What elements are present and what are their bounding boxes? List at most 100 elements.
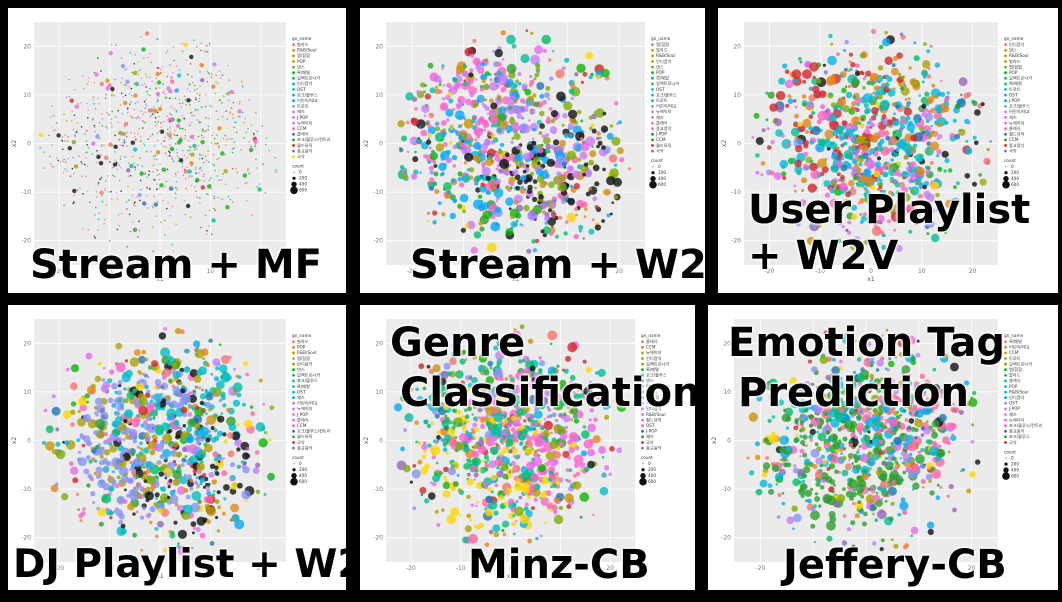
data-point [243, 136, 245, 139]
data-point [221, 393, 225, 398]
data-point [168, 112, 171, 115]
data-point [852, 107, 857, 112]
data-point [907, 97, 911, 101]
data-point [225, 205, 230, 210]
data-point [77, 396, 88, 407]
data-point [836, 172, 841, 177]
data-point [216, 134, 218, 137]
data-point [898, 127, 903, 132]
data-point [59, 161, 61, 163]
data-point [193, 340, 201, 348]
data-point [515, 212, 522, 219]
data-point [125, 84, 127, 87]
data-point [543, 418, 546, 421]
data-point [849, 137, 853, 141]
data-point [160, 126, 162, 129]
data-point [212, 62, 217, 67]
legend-item: 재즈 [1009, 114, 1017, 121]
data-point [101, 493, 112, 504]
data-point [92, 501, 96, 504]
legend-swatch [292, 43, 295, 47]
data-point [523, 406, 530, 413]
data-point [195, 148, 198, 150]
data-point [530, 123, 539, 132]
legend-size-marker [650, 176, 656, 182]
data-point [410, 117, 419, 126]
data-point [152, 250, 154, 252]
data-point [73, 173, 75, 175]
data-point [523, 419, 527, 423]
data-point [167, 128, 169, 131]
data-point [86, 151, 88, 153]
data-point [484, 542, 490, 548]
data-point [412, 464, 417, 468]
data-point [141, 120, 144, 122]
data-point [194, 146, 196, 148]
data-point [74, 104, 80, 109]
data-point [478, 354, 488, 363]
scatter-plot-dj-playlist-w2v: -20 -10 0 10 2020100-10-20x1x2gn_name발라드POPR… [11, 319, 331, 580]
data-point [129, 174, 132, 177]
data-point [455, 402, 459, 406]
data-point [511, 469, 516, 474]
data-point [145, 416, 152, 422]
data-point [426, 139, 432, 145]
data-point [123, 140, 126, 142]
data-point [403, 173, 409, 179]
data-point [197, 135, 200, 138]
data-point [94, 237, 96, 239]
legend-item: CCM [297, 126, 307, 131]
data-point [972, 100, 978, 107]
data-point [244, 419, 253, 429]
data-point [105, 416, 108, 420]
data-point [223, 439, 228, 444]
legend-swatch [292, 121, 295, 125]
data-point [144, 373, 148, 377]
data-point [769, 103, 778, 112]
data-point [201, 106, 203, 108]
data-point [435, 393, 440, 398]
data-point [197, 469, 202, 475]
data-point [456, 388, 465, 397]
data-point [167, 355, 173, 361]
legend-size-label: 400 [1011, 176, 1019, 181]
data-point [539, 181, 547, 189]
data-point [580, 137, 584, 141]
data-point [550, 202, 556, 208]
data-point [513, 133, 521, 140]
data-point [170, 79, 175, 84]
data-point [218, 145, 220, 147]
data-point [112, 174, 114, 177]
data-point [505, 228, 514, 236]
data-point [126, 135, 128, 138]
data-point [250, 411, 255, 416]
data-point [944, 231, 948, 235]
legend-item: 재즈 [297, 394, 305, 401]
data-point [512, 169, 519, 176]
data-point [468, 86, 478, 95]
data-point [490, 102, 498, 110]
data-point [423, 449, 427, 454]
data-point [156, 132, 159, 134]
data-point [505, 197, 514, 206]
data-point [524, 373, 531, 380]
data-point [944, 158, 950, 164]
data-point [144, 31, 150, 36]
data-point [502, 532, 507, 537]
data-point [174, 97, 177, 100]
data-point [231, 514, 240, 522]
data-point [135, 510, 139, 514]
data-point [527, 538, 533, 544]
data-point [544, 92, 550, 98]
data-point [437, 439, 440, 443]
data-point [841, 224, 845, 229]
data-point [848, 60, 852, 63]
data-point [862, 152, 869, 160]
data-point [221, 115, 224, 118]
data-point [195, 526, 201, 533]
data-point [139, 199, 141, 202]
data-point [891, 207, 895, 211]
legend-item: 뉴에이지 [656, 108, 672, 115]
data-point [541, 34, 551, 45]
data-point [199, 167, 201, 170]
